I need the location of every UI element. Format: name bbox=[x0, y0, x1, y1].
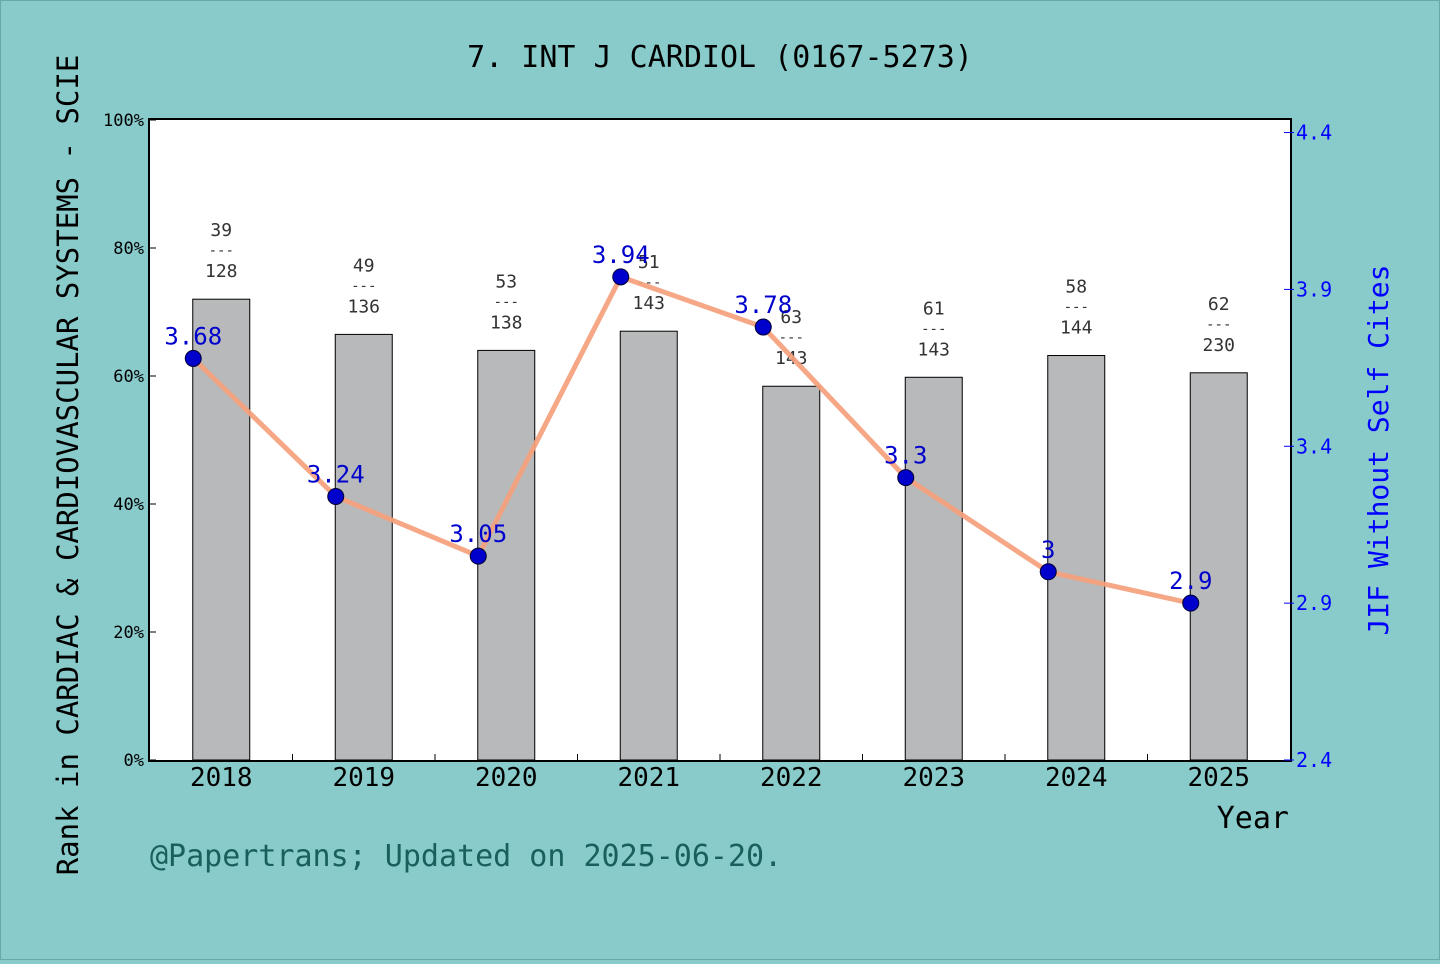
y-tick-label: 100% bbox=[103, 111, 144, 131]
y2-tick-label: 2.4 bbox=[1296, 748, 1332, 772]
x-tick-label-2018: 2018 bbox=[190, 763, 253, 793]
x-ticks-group: 2018 2019 2020 2021 2022 2023 2024 2025 bbox=[190, 754, 1250, 793]
x-tick-label-2025: 2025 bbox=[1187, 763, 1250, 793]
y2-ticks-group: 2.4 2.9 3.4 3.9 4.4 bbox=[1284, 121, 1332, 772]
total-label-2020: 138 bbox=[490, 312, 523, 333]
jif-point-2021 bbox=[612, 268, 630, 286]
jif-points-group bbox=[184, 268, 1200, 612]
rank-label-2023: 61 bbox=[923, 298, 945, 319]
rank-separator-2018: --- bbox=[209, 243, 234, 259]
rank-label-2025: 62 bbox=[1208, 294, 1230, 315]
rank-label-2021: 51 bbox=[638, 252, 660, 273]
y2-tick-label: 2.9 bbox=[1296, 591, 1332, 615]
jif-label-2023: 3.3 bbox=[884, 442, 927, 470]
chart-title: 7. INT J CARDIOL (0167-5273) bbox=[467, 40, 973, 75]
bar-2020 bbox=[477, 349, 536, 761]
jif-label-2022: 3.78 bbox=[734, 291, 792, 319]
bar-2024 bbox=[1047, 355, 1106, 761]
x-axis-label: Year bbox=[1217, 801, 1289, 836]
jif-label-2020: 3.05 bbox=[449, 520, 507, 548]
bar-2019 bbox=[334, 333, 393, 761]
y2-tick-label: 3.9 bbox=[1296, 277, 1332, 301]
jif-line-group bbox=[190, 274, 1194, 606]
jif-point-2025 bbox=[1182, 594, 1200, 612]
rank-separator-2022: --- bbox=[779, 330, 804, 346]
y-ticks-group: 0% 20% 40% 60% 80% 100% bbox=[103, 111, 156, 771]
rank-label-2022: 63 bbox=[780, 307, 802, 328]
total-label-2021: 143 bbox=[632, 293, 665, 314]
total-label-2019: 136 bbox=[347, 296, 380, 317]
jif-label-2018: 3.68 bbox=[164, 322, 222, 350]
y2-axis-label: JIF Without Self Cites bbox=[1362, 265, 1395, 636]
rank-label-2019: 49 bbox=[353, 255, 375, 276]
y-tick-label: 60% bbox=[113, 367, 144, 387]
x-tick-label-2024: 2024 bbox=[1045, 763, 1108, 793]
jif-label-2019: 3.24 bbox=[307, 460, 365, 488]
y-tick-label: 40% bbox=[113, 495, 144, 515]
bar-2021 bbox=[619, 330, 678, 761]
rank-label-2024: 58 bbox=[1065, 277, 1087, 298]
total-label-2024: 144 bbox=[1060, 318, 1093, 339]
total-label-2023: 143 bbox=[917, 339, 950, 360]
bars-group bbox=[192, 298, 1248, 761]
y-axis-label: Rank in CARDIAC & CARDIOVASCULAR SYSTEMS… bbox=[51, 55, 85, 876]
total-label-2025: 230 bbox=[1202, 335, 1235, 356]
rank-separator-2025: --- bbox=[1206, 317, 1231, 333]
x-tick-label-2023: 2023 bbox=[902, 763, 965, 793]
jif-label-2024: 3 bbox=[1041, 536, 1055, 564]
jif-labels-group: 3.68 3.24 3.05 3.94 3.78 3.3 3 2.9 bbox=[164, 241, 1212, 595]
total-label-2018: 128 bbox=[205, 261, 238, 282]
rank-label-2020: 53 bbox=[495, 271, 517, 292]
bar-2023 bbox=[904, 376, 963, 761]
y-tick-label: 20% bbox=[113, 623, 144, 643]
rank-labels-group: 39 --- 128 49 --- 136 53 --- 138 51 --- 143 63 --- 143… bbox=[205, 220, 1235, 369]
y-tick-label: 0% bbox=[124, 751, 144, 771]
bar-2018 bbox=[192, 298, 251, 761]
rank-separator-2024: --- bbox=[1064, 300, 1089, 316]
x-tick-label-2019: 2019 bbox=[332, 763, 395, 793]
jif-point-2018 bbox=[184, 349, 202, 367]
x-tick-label-2021: 2021 bbox=[617, 763, 680, 793]
jif-point-2019 bbox=[327, 487, 345, 505]
footer-text: @Papertrans; Updated on 2025-06-20. bbox=[150, 839, 782, 874]
jif-point-2023 bbox=[897, 469, 915, 487]
bar-2025 bbox=[1189, 372, 1248, 761]
rank-separator-2019: --- bbox=[351, 278, 376, 294]
x-tick-label-2020: 2020 bbox=[475, 763, 538, 793]
y2-tick-label: 3.4 bbox=[1296, 434, 1332, 458]
jif-label-2025: 2.9 bbox=[1169, 567, 1212, 595]
rank-separator-2023: --- bbox=[921, 321, 946, 337]
rank-label-2018: 39 bbox=[210, 220, 232, 241]
jif-point-2020 bbox=[469, 547, 487, 565]
jif-point-2022 bbox=[754, 318, 772, 336]
plot-area bbox=[148, 118, 1292, 762]
y2-tick-label: 4.4 bbox=[1296, 121, 1332, 145]
x-tick-label-2022: 2022 bbox=[760, 763, 823, 793]
y-tick-label: 80% bbox=[113, 239, 144, 259]
jif-line bbox=[190, 274, 1194, 606]
jif-label-2021: 3.94 bbox=[592, 241, 650, 269]
bar-2022 bbox=[762, 385, 821, 761]
rank-separator-2020: --- bbox=[494, 294, 519, 310]
jif-point-2024 bbox=[1039, 563, 1057, 581]
